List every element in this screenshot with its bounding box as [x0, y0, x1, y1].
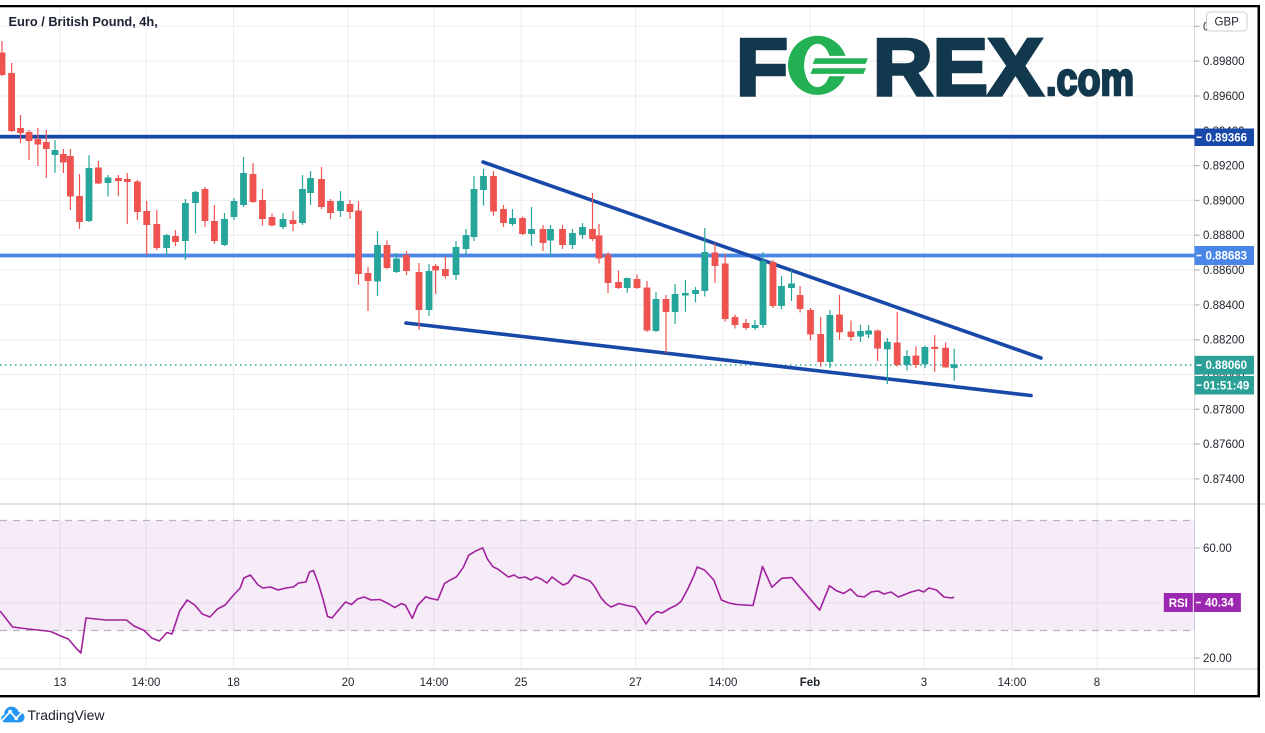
svg-text:60.00: 60.00 [1203, 543, 1232, 555]
svg-text:14:00: 14:00 [132, 677, 161, 689]
svg-text:0.87800: 0.87800 [1203, 404, 1245, 416]
svg-text:40.34: 40.34 [1205, 598, 1234, 610]
svg-text:0.87400: 0.87400 [1203, 474, 1245, 486]
svg-text:14:00: 14:00 [420, 677, 449, 689]
svg-text:20: 20 [342, 677, 355, 689]
svg-text:0.87600: 0.87600 [1203, 439, 1245, 451]
svg-text:18: 18 [227, 677, 240, 689]
svg-text:TradingView: TradingView [28, 707, 106, 723]
svg-text:8: 8 [1094, 677, 1100, 689]
svg-text:20.00: 20.00 [1203, 653, 1232, 665]
svg-text:01:51:49: 01:51:49 [1203, 380, 1249, 392]
svg-text:3: 3 [921, 677, 927, 689]
svg-text:14:00: 14:00 [998, 677, 1027, 689]
svg-text:0.89000: 0.89000 [1203, 195, 1245, 207]
svg-text:0.88400: 0.88400 [1203, 300, 1245, 312]
svg-text:F: F [736, 23, 788, 113]
svg-text:14:00: 14:00 [709, 677, 738, 689]
svg-text:0.88683: 0.88683 [1205, 251, 1247, 263]
svg-text:0.89366: 0.89366 [1205, 132, 1247, 144]
svg-text:RSI: RSI [1169, 598, 1188, 610]
svg-text:0.88600: 0.88600 [1203, 265, 1245, 277]
svg-text:13: 13 [54, 677, 67, 689]
svg-text:0.88060: 0.88060 [1205, 360, 1247, 372]
svg-text:Feb: Feb [800, 677, 820, 689]
svg-text:0.89600: 0.89600 [1203, 91, 1245, 103]
svg-text:Euro / British Pound, 4h,: Euro / British Pound, 4h, [9, 14, 158, 29]
svg-text:25: 25 [515, 677, 528, 689]
svg-text:0.89200: 0.89200 [1203, 161, 1245, 173]
svg-text:0.88800: 0.88800 [1203, 230, 1245, 242]
svg-text:.com: .com [1046, 53, 1134, 105]
svg-text:REX: REX [873, 23, 1043, 113]
svg-text:GBP: GBP [1215, 17, 1240, 29]
svg-text:0.89800: 0.89800 [1203, 56, 1245, 68]
svg-text:27: 27 [629, 677, 642, 689]
svg-text:0.88200: 0.88200 [1203, 335, 1245, 347]
